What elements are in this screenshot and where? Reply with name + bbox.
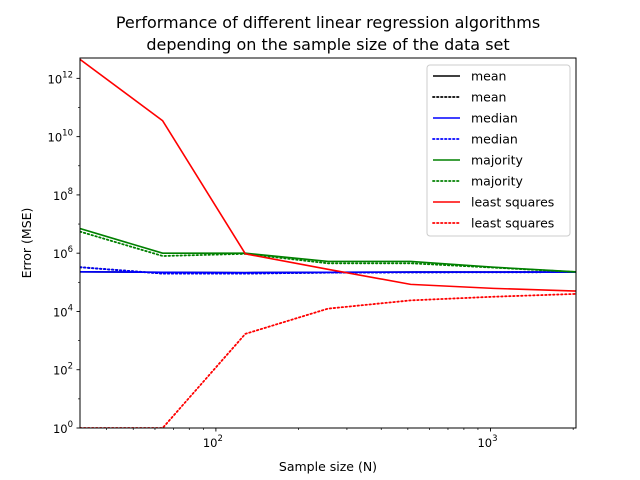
legend-item: median <box>432 132 518 147</box>
series-line-least-squares-dotted <box>80 293 576 428</box>
series-line-majority-dotted <box>80 230 576 273</box>
x-tick-label: 103 <box>477 434 497 450</box>
series-line-least-squares-solid <box>80 58 576 292</box>
legend-label: median <box>471 111 518 126</box>
legend-item: mean <box>433 69 506 84</box>
y-axis-label: Error (MSE) <box>19 208 34 279</box>
legend-item: majority <box>433 153 523 168</box>
y-tick-label: 1012 <box>48 70 73 86</box>
x-tick-label: 102 <box>203 434 223 450</box>
legend-box <box>426 64 571 237</box>
y-tick-label: 100 <box>53 420 73 436</box>
chart-title-line-1: Performance of different linear regressi… <box>116 13 540 32</box>
legend-label: mean <box>471 90 506 105</box>
legend-item: least squares <box>433 195 554 210</box>
chart-title-line-2: depending on the sample size of the data… <box>146 35 509 54</box>
y-tick-label: 106 <box>53 245 73 261</box>
legend-item: least squares <box>432 216 554 231</box>
plot-frame <box>79 57 577 429</box>
legend-label: median <box>471 132 518 147</box>
legend-item: majority <box>432 174 523 189</box>
legend-label: majority <box>471 174 523 189</box>
plot-series-layer <box>80 58 576 428</box>
legend-label: majority <box>471 153 523 168</box>
y-tick-label: 108 <box>53 187 73 203</box>
y-tick-label: 1010 <box>48 129 73 145</box>
series-line-median-dotted <box>80 266 576 275</box>
legend-label: least squares <box>471 216 554 231</box>
x-axis-label: Sample size (N) <box>279 459 377 474</box>
axis-ticks: 102 103 100 102 104 106 108 1010 1012 <box>48 70 574 450</box>
legend-item: median <box>433 111 518 126</box>
y-tick-label: 104 <box>53 303 73 319</box>
legend-label: mean <box>471 69 506 84</box>
legend-label: least squares <box>471 195 554 210</box>
legend: mean mean median median majority majority leas… <box>426 64 571 237</box>
y-tick-label: 102 <box>53 362 73 378</box>
legend-item: mean <box>432 90 506 105</box>
